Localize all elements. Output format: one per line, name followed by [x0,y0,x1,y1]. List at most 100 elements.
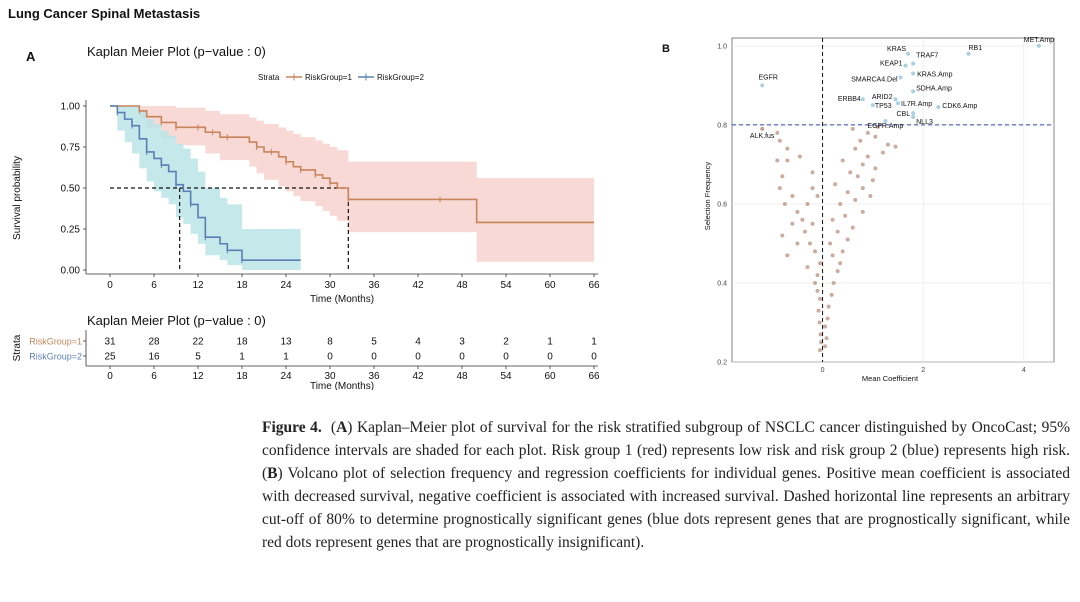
caption-part1: ) Kaplan–Meier plot of survival for the … [262,419,1070,482]
volcano-gene-point [911,111,916,116]
volcano-point [816,308,821,313]
volcano-point [780,233,785,238]
volcano-point [830,217,835,222]
risk-cell: 5 [371,337,377,348]
volcano-point [818,261,823,266]
volcano-point [838,261,843,266]
panel-b-label: B [662,43,670,55]
risk-xtick-label: 42 [412,371,424,382]
volcano-panel-frame [731,37,1055,363]
caption-b-label: B [267,465,278,482]
volcano-gene-point [911,115,916,120]
risk-cell: 0 [591,352,597,363]
risk-cell: 1 [283,352,289,363]
risk-cell: 0 [547,352,553,363]
volcano-point [868,194,873,199]
km-xtick-label: 12 [192,280,204,291]
km-plot-area: 1.00 0.75 0.50 0.25 0.00 0 6 12 18 24 30 36 42 48 54 60… [61,100,600,291]
volcano-point [777,138,782,143]
volcano-point [819,340,824,345]
km-xtick-label: 0 [107,280,113,291]
volcano-point [785,253,790,258]
volcano-ytick-label: 1.0 [717,43,727,50]
volcano-point [850,126,855,131]
volcano-point [845,237,850,242]
volcano-point [815,273,820,278]
volcano-point [782,201,787,206]
volcano-gene-point [906,51,911,56]
volcano-xtick-label: 0 [821,367,825,374]
volcano-point [848,170,853,175]
volcano-point [835,229,840,234]
gene-label: CBL [897,111,911,118]
volcano-point [853,198,858,202]
volcano-point [795,209,800,214]
risk-cell: 1 [547,337,553,348]
volcano-panel: B 1.0 0.8 0.6 0.4 0.2 0 2 4 MET.Amp RB1 KRAS TRAF7 K… [662,37,1055,383]
gene-label: KEAP1 [880,61,903,68]
risk-xtick-label: 36 [368,371,380,382]
risk-table-ylabel: Strata [12,334,23,361]
risk-table-xlabel: Time (Months) [310,381,374,390]
caption-a-label: A [336,419,348,436]
gene-label: KRAS [887,46,906,53]
risk-cell: 8 [327,337,333,348]
volcano-point [873,166,878,171]
volcano-gene-point [883,118,888,123]
volcano-point [865,154,870,159]
km-ytick-label: 0.25 [61,225,81,236]
volcano-point [843,213,848,218]
volcano-point [835,269,840,274]
gene-label: NLL3 [916,119,933,126]
gene-label: EGFR.Amp [868,123,904,130]
volcano-point [807,241,812,246]
volcano-point [815,194,820,199]
km-xtick-label: 42 [412,280,424,291]
risk-table-title: Kaplan Meier Plot (p−value : 0) [87,313,266,328]
volcano-gene-point [760,83,765,88]
km-xlabel: Time (Months) [310,294,374,305]
volcano-point [790,221,795,226]
risk-cell: 0 [459,352,465,363]
figure-caption: Figure 4. (A) Kaplan–Meier plot of survi… [262,416,1070,554]
volcano-gene-point [903,63,908,68]
risk-xtick-label: 54 [500,371,512,382]
risk-xtick-label: 18 [236,371,248,382]
volcano-point [818,332,823,337]
gene-label: CDK6.Amp [942,103,977,110]
volcano-point [805,265,810,270]
risk-cell: 1 [239,352,245,363]
km-xtick-label: 54 [500,280,512,291]
ci-band-riskgroup2 [110,106,301,270]
volcano-point [775,158,780,163]
risk-cell: 28 [148,337,160,348]
km-ytick-label: 1.00 [61,102,81,113]
risk-cell: 16 [148,352,160,363]
risk-xtick-label: 30 [324,371,336,382]
volcano-point [805,201,810,206]
km-xtick-label: 24 [280,280,292,291]
volcano-ytick-label: 0.8 [717,122,727,129]
risk-xtick-label: 6 [151,371,157,382]
gene-label: MET.Amp [1024,37,1054,44]
risk-xtick-label: 24 [280,371,292,382]
km-xtick-label: 48 [456,280,468,291]
risk-cell: 18 [236,337,248,348]
volcano-point [795,241,800,246]
volcano-gene-point [760,126,765,131]
volcano-plot-area: 1.0 0.8 0.6 0.4 0.2 0 2 4 MET.Amp RB1 KRAS TRAF7 KEA… [717,37,1055,374]
gene-label: RB1 [968,45,982,52]
km-xtick-label: 60 [544,280,556,291]
gene-label: SMARCA4.Del [851,77,898,84]
volcano-point [850,225,855,230]
gene-label: ERBB4 [838,96,861,103]
volcano-point [785,146,790,151]
volcano-point [885,142,890,147]
risk-cell: 13 [280,337,292,348]
volcano-point [818,296,823,301]
km-ylabel: Survival probability [12,156,23,240]
volcano-xtick-label: 4 [1022,367,1026,374]
risk-xtick-label: 60 [544,371,556,382]
volcano-point [797,154,802,159]
volcano-point [830,253,835,258]
